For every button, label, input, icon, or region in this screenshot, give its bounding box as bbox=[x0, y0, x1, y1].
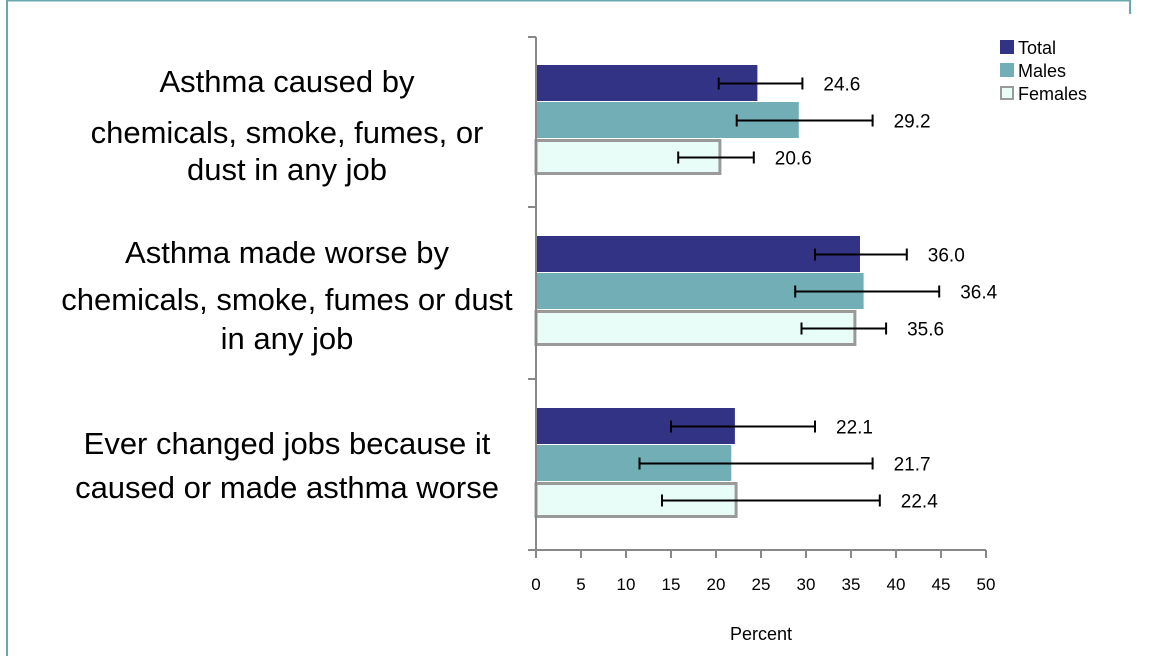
category-label: dust in any job bbox=[187, 152, 387, 187]
x-tick-label: 25 bbox=[752, 575, 771, 594]
data-label: 21.7 bbox=[894, 455, 931, 476]
x-tick-label: 5 bbox=[576, 575, 585, 594]
x-tick-label: 15 bbox=[662, 575, 681, 594]
data-label: 29.2 bbox=[894, 112, 931, 133]
data-label: 20.6 bbox=[775, 149, 812, 170]
data-labels: 24.6 36.0 22.1 29.2 36.4 21.7 20.6 35.6 22.4 bbox=[775, 75, 998, 513]
x-tick-label: 35 bbox=[842, 575, 861, 594]
data-label: 36.4 bbox=[960, 283, 997, 304]
error-bars bbox=[638, 77, 941, 507]
x-tick-label: 40 bbox=[887, 575, 906, 594]
axes: 0 5 10 15 20 25 30 35 40 45 50 Percent bbox=[528, 36, 996, 644]
data-label: 35.6 bbox=[907, 320, 944, 341]
x-tick-label: 50 bbox=[977, 575, 996, 594]
legend: Total Males Females bbox=[1000, 38, 1087, 104]
data-label: 22.1 bbox=[836, 418, 873, 439]
bar-total bbox=[536, 236, 860, 272]
frame-border bbox=[6, 0, 1131, 656]
data-label: 22.4 bbox=[901, 492, 938, 513]
data-label: 36.0 bbox=[928, 246, 965, 267]
category-label: caused or made asthma worse bbox=[75, 470, 499, 505]
category-label: in any job bbox=[221, 321, 354, 356]
legend-swatch-total bbox=[1000, 40, 1014, 54]
category-label: Asthma caused by bbox=[159, 64, 415, 99]
x-tick-label: 10 bbox=[617, 575, 636, 594]
category-label: Ever changed jobs because it bbox=[84, 426, 491, 461]
x-axis-title: Percent bbox=[730, 624, 792, 644]
category-label: chemicals, smoke, fumes, or bbox=[91, 115, 484, 150]
legend-label-males: Males bbox=[1018, 61, 1066, 81]
data-label: 24.6 bbox=[823, 75, 860, 96]
legend-label-total: Total bbox=[1018, 38, 1056, 58]
legend-swatch-males bbox=[1000, 63, 1014, 77]
x-tick-label: 0 bbox=[531, 575, 540, 594]
legend-label-females: Females bbox=[1018, 84, 1087, 104]
category-labels: Asthma caused by chemicals, smoke, fumes,… bbox=[61, 64, 513, 505]
x-tick-label: 45 bbox=[932, 575, 951, 594]
x-tick-label: 30 bbox=[797, 575, 816, 594]
category-label: Asthma made worse by bbox=[125, 235, 449, 270]
x-tick-label: 20 bbox=[707, 575, 726, 594]
legend-swatch-females bbox=[1000, 86, 1014, 100]
category-label: chemicals, smoke, fumes or dust bbox=[61, 282, 513, 317]
